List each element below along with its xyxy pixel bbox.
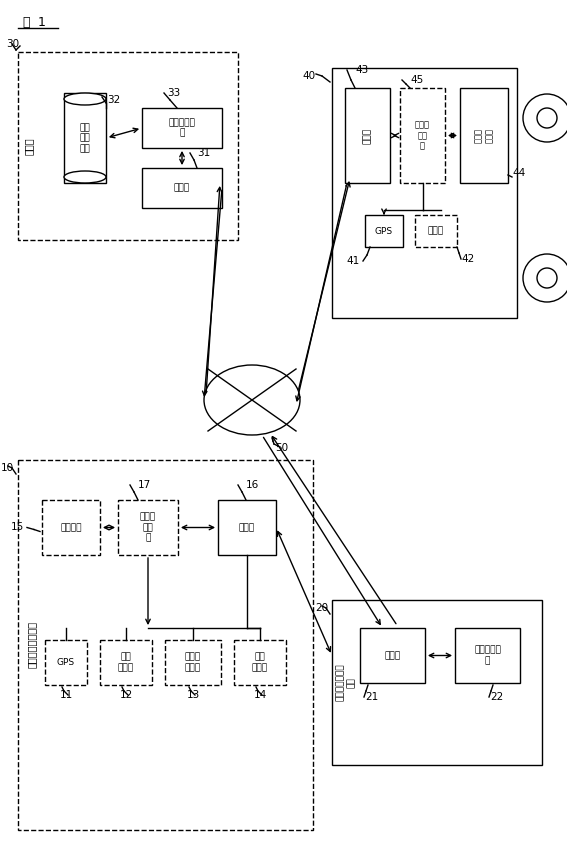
Bar xyxy=(332,68,517,318)
Bar xyxy=(100,640,152,685)
Text: 32: 32 xyxy=(107,95,120,105)
Text: 通信部: 通信部 xyxy=(174,184,190,192)
Bar xyxy=(332,600,542,765)
Text: 頭部装着デバイス: 頭部装着デバイス xyxy=(27,622,37,669)
Text: 42: 42 xyxy=(461,254,474,264)
Text: 接触
センサ: 接触 センサ xyxy=(252,653,268,672)
Bar xyxy=(365,215,403,247)
Circle shape xyxy=(537,268,557,288)
Text: 50: 50 xyxy=(276,443,289,453)
Text: 10: 10 xyxy=(1,463,14,473)
Text: GPS: GPS xyxy=(375,227,393,236)
Text: 音出力部: 音出力部 xyxy=(60,523,82,532)
Bar xyxy=(400,88,445,183)
Bar xyxy=(18,52,238,240)
Text: 31: 31 xyxy=(197,148,210,158)
Text: ナビゲーション
装置: ナビゲーション 装置 xyxy=(336,663,356,701)
Text: 12: 12 xyxy=(120,690,133,700)
Ellipse shape xyxy=(204,365,300,435)
Text: コント
ロー
ラ: コント ロー ラ xyxy=(415,120,430,151)
Bar xyxy=(142,168,222,208)
Text: 43: 43 xyxy=(355,65,368,75)
Bar xyxy=(218,500,276,555)
Text: センサ: センサ xyxy=(428,227,444,236)
Text: コントロー
ラ: コントロー ラ xyxy=(168,119,196,138)
Text: 44: 44 xyxy=(512,168,525,178)
Text: 40: 40 xyxy=(303,71,316,81)
Bar xyxy=(142,108,222,148)
Circle shape xyxy=(537,108,557,128)
Text: 通信機: 通信機 xyxy=(384,651,400,660)
Text: 加速度
センサ: 加速度 センサ xyxy=(185,653,201,672)
Text: 17: 17 xyxy=(138,480,151,490)
Bar xyxy=(345,88,390,183)
Ellipse shape xyxy=(64,171,106,183)
Text: 45: 45 xyxy=(410,75,423,85)
Circle shape xyxy=(523,254,567,302)
Bar xyxy=(18,460,313,830)
Text: 41: 41 xyxy=(347,256,360,266)
Bar xyxy=(234,640,286,685)
Text: 図: 図 xyxy=(22,16,29,29)
Text: 11: 11 xyxy=(60,690,73,700)
Text: 13: 13 xyxy=(187,690,200,700)
Text: 20: 20 xyxy=(315,603,328,613)
Text: 22: 22 xyxy=(490,692,503,702)
Text: 33: 33 xyxy=(167,88,180,98)
Text: コント
ロー
ラ: コント ロー ラ xyxy=(140,513,156,542)
Bar xyxy=(45,640,87,685)
Text: 1: 1 xyxy=(38,16,46,29)
Ellipse shape xyxy=(64,93,106,105)
Circle shape xyxy=(523,94,567,142)
Text: 21: 21 xyxy=(365,692,378,702)
Bar xyxy=(165,640,221,685)
Bar xyxy=(42,500,100,555)
Text: デー
タベ
ース: デー タベ ース xyxy=(79,123,90,153)
Bar xyxy=(360,628,425,683)
Text: GPS: GPS xyxy=(57,658,75,667)
Text: 30: 30 xyxy=(6,39,19,49)
Bar xyxy=(64,93,106,183)
Bar xyxy=(455,628,520,683)
Text: サーバ: サーバ xyxy=(24,137,34,155)
Bar xyxy=(460,88,508,183)
Text: 車外用
表示機: 車外用 表示機 xyxy=(475,128,494,143)
Text: 通信機: 通信機 xyxy=(239,523,255,532)
Bar xyxy=(118,500,178,555)
Text: 16: 16 xyxy=(246,480,259,490)
Text: 14: 14 xyxy=(253,690,266,700)
Text: 磁気
センサ: 磁気 センサ xyxy=(118,653,134,672)
Text: 15: 15 xyxy=(11,522,24,533)
Text: 通信機: 通信機 xyxy=(363,127,372,144)
Text: コントロー
ラ: コントロー ラ xyxy=(474,646,501,665)
Bar xyxy=(415,215,457,247)
